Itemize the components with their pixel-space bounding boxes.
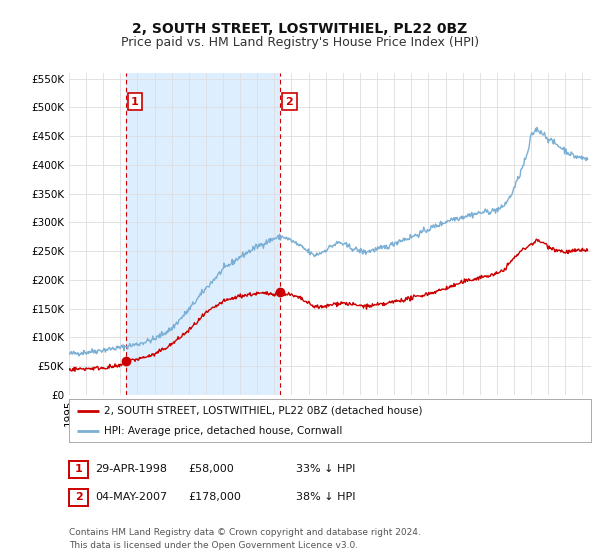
Text: 33% ↓ HPI: 33% ↓ HPI [296, 464, 356, 474]
Text: Contains HM Land Registry data © Crown copyright and database right 2024.
This d: Contains HM Land Registry data © Crown c… [69, 529, 421, 550]
Text: 2: 2 [286, 96, 293, 106]
Text: 2, SOUTH STREET, LOSTWITHIEL, PL22 0BZ (detached house): 2, SOUTH STREET, LOSTWITHIEL, PL22 0BZ (… [104, 406, 423, 416]
Text: HPI: Average price, detached house, Cornwall: HPI: Average price, detached house, Corn… [104, 426, 343, 436]
Text: Price paid vs. HM Land Registry's House Price Index (HPI): Price paid vs. HM Land Registry's House … [121, 36, 479, 49]
Text: 04-MAY-2007: 04-MAY-2007 [95, 492, 167, 502]
Text: 1: 1 [131, 96, 139, 106]
Text: 1: 1 [75, 464, 82, 474]
Text: 29-APR-1998: 29-APR-1998 [95, 464, 167, 474]
Text: 2, SOUTH STREET, LOSTWITHIEL, PL22 0BZ: 2, SOUTH STREET, LOSTWITHIEL, PL22 0BZ [133, 22, 467, 36]
Text: £178,000: £178,000 [188, 492, 241, 502]
Text: 38% ↓ HPI: 38% ↓ HPI [296, 492, 356, 502]
Bar [126, 73, 280, 395]
Text: 2: 2 [75, 492, 82, 502]
Text: £58,000: £58,000 [188, 464, 234, 474]
